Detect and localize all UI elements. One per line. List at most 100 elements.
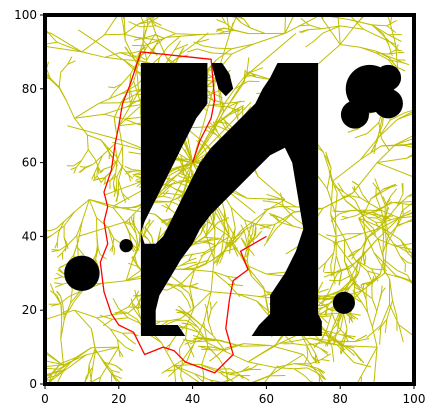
tree-edge — [225, 370, 229, 380]
tree-edge — [95, 259, 100, 268]
tree-edge — [379, 217, 385, 221]
tree-edge — [138, 17, 152, 25]
tree-edge — [54, 241, 58, 249]
tree-edge — [255, 210, 267, 225]
tree-edge — [337, 312, 340, 328]
tree-edge — [188, 257, 197, 262]
tree-edge — [112, 158, 119, 167]
tree-edge — [125, 260, 134, 281]
tree-edge — [56, 291, 61, 297]
tree-edge — [228, 283, 243, 287]
tree-edge — [258, 224, 271, 229]
tree-edge — [203, 291, 212, 323]
tree-edge — [52, 368, 67, 381]
tree-edge — [137, 45, 145, 55]
tree-edge — [113, 83, 123, 89]
tree-edge — [99, 93, 121, 104]
tree-edge — [202, 45, 217, 49]
tree-edge — [63, 237, 68, 245]
tree-edge — [104, 361, 116, 366]
tree-edge — [340, 25, 364, 30]
tree-edge — [373, 228, 377, 236]
tree-edge — [211, 291, 238, 295]
tree-edge — [353, 362, 372, 368]
tree-edge — [121, 15, 125, 20]
tree-edge — [371, 310, 378, 328]
tree-edge — [336, 344, 355, 363]
tree-edge — [386, 226, 397, 246]
tree-edge — [275, 367, 294, 370]
tree-edge — [102, 318, 113, 327]
tree-edge — [376, 217, 400, 241]
tree-edge — [94, 159, 99, 168]
tree-edge — [118, 91, 140, 126]
obstacle-block — [140, 63, 208, 233]
tree-edge — [155, 25, 176, 35]
tree-edge — [357, 184, 363, 195]
tree-edge — [47, 375, 56, 379]
tree-edge — [197, 262, 208, 269]
tree-edge — [250, 27, 266, 34]
tree-edge — [145, 15, 157, 27]
tree-edge — [280, 217, 294, 227]
tree-edge — [358, 210, 374, 214]
tree-edge — [210, 98, 225, 104]
tree-edge — [209, 379, 222, 383]
tree-edge — [384, 183, 397, 191]
tree-edge — [310, 337, 336, 342]
tree-edge — [216, 19, 226, 24]
tree-edge — [117, 339, 120, 351]
tree-edge — [163, 284, 184, 286]
tree-edge — [396, 269, 408, 276]
tree-edge — [373, 212, 384, 218]
tree-edge — [356, 209, 367, 216]
tree-edge — [182, 344, 195, 361]
tree-edge — [348, 233, 363, 240]
tree-edge — [212, 121, 218, 133]
tree-edge — [75, 347, 92, 359]
tree-edge — [322, 151, 334, 182]
tree-edge — [340, 217, 349, 221]
tree-edge — [193, 41, 203, 47]
tree-edge — [220, 117, 229, 124]
tree-edge — [230, 207, 245, 221]
tree-edge — [162, 195, 172, 199]
tree-edge — [248, 248, 255, 256]
tree-edge — [325, 303, 330, 311]
tree-edge — [113, 187, 117, 197]
tree-edge — [56, 272, 63, 278]
tree-edge — [378, 122, 383, 139]
tree-edge — [187, 300, 192, 309]
tree-edge — [221, 378, 232, 383]
tree-edge — [358, 210, 368, 218]
tree-edge — [333, 255, 337, 274]
tree-edge — [148, 219, 155, 227]
tree-edge — [384, 198, 391, 208]
tree-edge — [358, 217, 379, 240]
tree-edge — [246, 374, 271, 384]
tree-edge — [399, 216, 414, 219]
tree-edge — [130, 224, 137, 234]
tree-edge — [149, 15, 157, 34]
tree-edge — [189, 261, 198, 264]
tree-edge — [384, 319, 388, 333]
tree-edge — [371, 268, 379, 282]
tree-edge — [211, 211, 216, 231]
tree-edge — [383, 215, 393, 218]
tree-edge — [56, 252, 63, 258]
tree-edge — [386, 38, 393, 57]
tree-edge — [211, 108, 222, 135]
tree-edge — [76, 235, 79, 248]
tree-edge — [217, 29, 225, 33]
tree-edge — [385, 207, 390, 215]
tree-edge — [97, 155, 103, 167]
tree-edge — [184, 251, 205, 257]
tree-edge — [96, 317, 111, 330]
tree-edge — [225, 239, 235, 246]
tree-edge — [130, 298, 135, 309]
tree-edge — [128, 174, 132, 182]
tree-edge — [205, 129, 216, 135]
tree-edge — [132, 172, 139, 176]
tree-edge — [393, 201, 414, 203]
tree-edge — [370, 189, 386, 200]
